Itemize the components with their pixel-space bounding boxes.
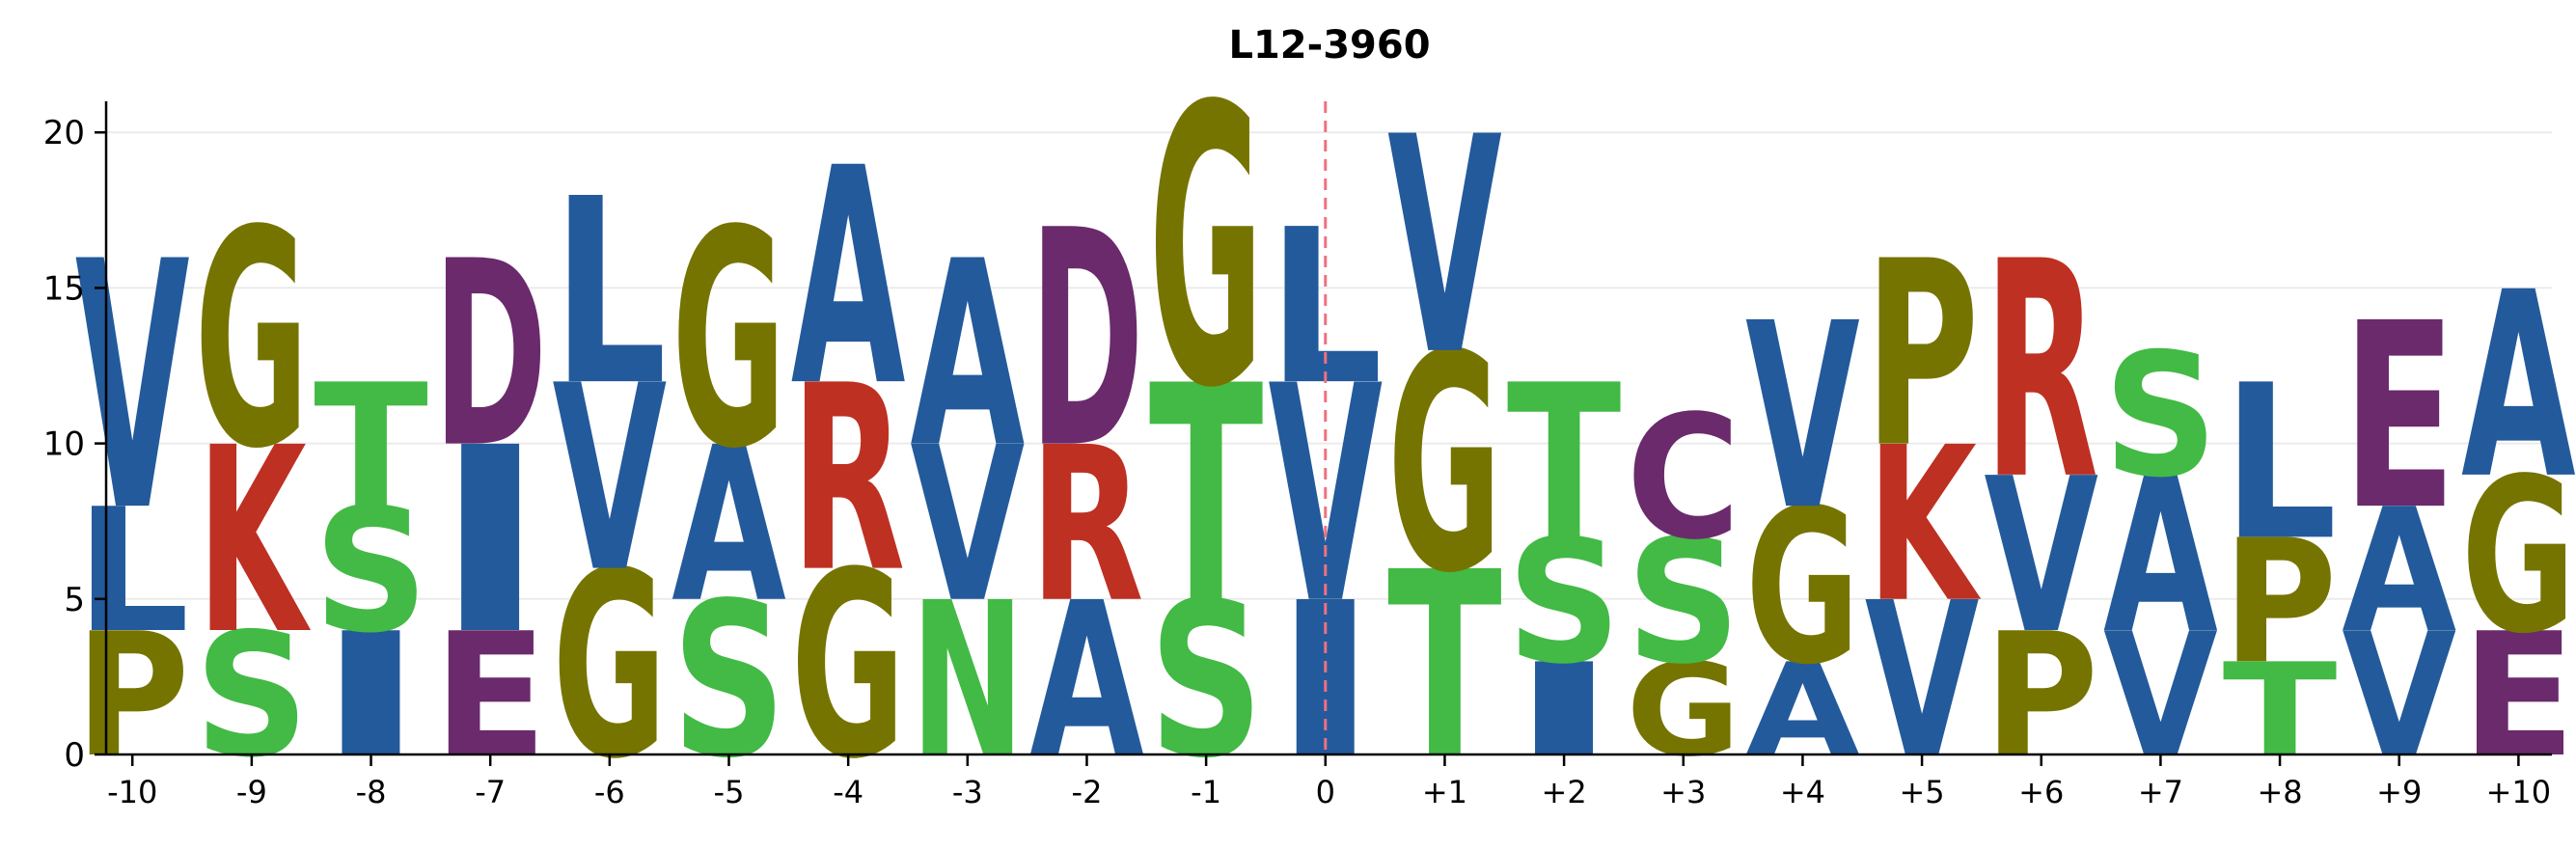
logo-letter-A: A <box>2342 473 2456 672</box>
logo-letter-V: V <box>1387 74 1502 422</box>
stack-+7: VAS <box>2103 316 2218 795</box>
logo-letter-G: G <box>195 167 310 514</box>
logo-letter-I: I <box>433 394 548 691</box>
x-tick-label: +2 <box>1542 774 1587 810</box>
x-tick-label: +8 <box>2257 774 2302 810</box>
stack--3: NVA <box>910 207 1025 806</box>
logo-letter-S: S <box>314 473 428 672</box>
stack-+4: AGV <box>1745 269 1860 784</box>
logo-letter-P: P <box>1865 206 1980 504</box>
logo-letter-R: R <box>1029 401 1144 649</box>
logo-letter-T: T <box>1507 339 1622 588</box>
logo-letter-G: G <box>2461 434 2576 682</box>
logo-letter-G: G <box>1745 465 1860 713</box>
x-tick-label: -1 <box>1191 774 1221 810</box>
stack--8: IST <box>314 348 428 795</box>
x-tick-label: +7 <box>2138 774 2183 810</box>
logo-letter-G: G <box>791 518 906 815</box>
x-tick-label: -8 <box>356 774 387 810</box>
x-tick-label: +6 <box>2018 774 2064 810</box>
x-tick-label: 0 <box>1316 774 1335 810</box>
logo-letter-C: C <box>1626 379 1740 577</box>
stack-+6: PVR <box>1984 198 2098 795</box>
logo-letter-G: G <box>671 167 786 514</box>
logo-letter-T: T <box>1149 323 1264 671</box>
logo-letter-L: L <box>552 145 667 443</box>
stack-+8: TPL <box>2223 340 2338 785</box>
logo-letter-D: D <box>1029 166 1144 514</box>
x-tick-label: -3 <box>952 774 983 810</box>
logo-letter-A: A <box>671 401 786 649</box>
stack--2: ARD <box>1029 166 1144 805</box>
stack--6: GVL <box>552 145 667 815</box>
logo-letter-T: T <box>314 348 428 547</box>
logo-letter-S: S <box>1626 504 1740 702</box>
logo-letter-A: A <box>910 207 1025 505</box>
logo-letter-S: S <box>2103 316 2218 515</box>
x-tick-label: +10 <box>2486 774 2552 810</box>
y-tick-label: 5 <box>64 581 85 619</box>
stack--5: SAG <box>671 167 786 805</box>
y-tick-label: 15 <box>43 269 85 308</box>
stack-+3: GSC <box>1626 379 1740 785</box>
x-tick-label: +9 <box>2376 774 2422 810</box>
logo-letter-V: V <box>552 332 667 629</box>
stack--7: EID <box>433 206 548 795</box>
logo-letter-G: G <box>1387 291 1502 639</box>
x-tick-label: -9 <box>236 774 267 810</box>
stack-+9: VAE <box>2342 268 2456 796</box>
logo-letter-L: L <box>2223 340 2338 588</box>
logo-letter-L: L <box>75 473 190 671</box>
logo-letter-S: S <box>1507 504 1622 702</box>
x-tick-label: -10 <box>107 774 157 810</box>
logo-letter-K: K <box>197 394 311 691</box>
chart-title: L12-3960 <box>1228 23 1430 68</box>
x-tick-label: +1 <box>1422 774 1467 810</box>
x-tick-label: -4 <box>833 774 863 810</box>
logo-letter-D: D <box>433 206 548 505</box>
x-tick-label: -2 <box>1072 774 1103 810</box>
logo-letter-G: G <box>1149 25 1264 473</box>
logo-letter-K: K <box>1867 402 1981 650</box>
stack--4: GRA <box>791 105 906 815</box>
logo-letter-V: V <box>1745 269 1860 566</box>
logo-letter-P: P <box>2223 504 2338 701</box>
logo-letter-V: V <box>910 401 1025 649</box>
stack--1: STG <box>1149 25 1264 805</box>
logo-letter-V: V <box>75 190 191 587</box>
logo-letter-A: A <box>2103 433 2218 681</box>
y-tick-label: 0 <box>64 736 85 775</box>
stack-+2: IST <box>1507 339 1622 785</box>
logo-letter-E: E <box>2342 268 2456 566</box>
gridlines <box>106 131 2552 600</box>
y-tick-label: 10 <box>43 425 85 464</box>
letter-stacks: PLVSKGISTEIDGVLSAGGRANVAARDSTGIVLTGVISTG… <box>75 25 2576 816</box>
logo-letter-G: G <box>552 518 667 815</box>
stack-+5: VKP <box>1865 206 1982 805</box>
logo-letter-R: R <box>1984 198 2098 546</box>
y-tick-label: 20 <box>43 114 85 152</box>
x-tick-label: +4 <box>1780 774 1825 810</box>
x-tick-label: +3 <box>1660 774 1706 810</box>
stack--10: PLV <box>75 190 191 795</box>
x-tick-label: -7 <box>475 774 506 810</box>
x-tick-label: -6 <box>594 774 625 810</box>
stack-+1: TGV <box>1387 74 1502 815</box>
logo-letter-A: A <box>791 105 906 452</box>
stack--9: SKG <box>195 167 312 796</box>
logo-letter-V: V <box>1984 433 2098 681</box>
logo-letter-R: R <box>791 332 906 629</box>
logo-letter-A: A <box>2461 238 2576 535</box>
x-tick-label: +5 <box>1899 774 1944 810</box>
x-tick-label: -5 <box>714 774 745 810</box>
stack-+10: EGA <box>2461 238 2576 795</box>
